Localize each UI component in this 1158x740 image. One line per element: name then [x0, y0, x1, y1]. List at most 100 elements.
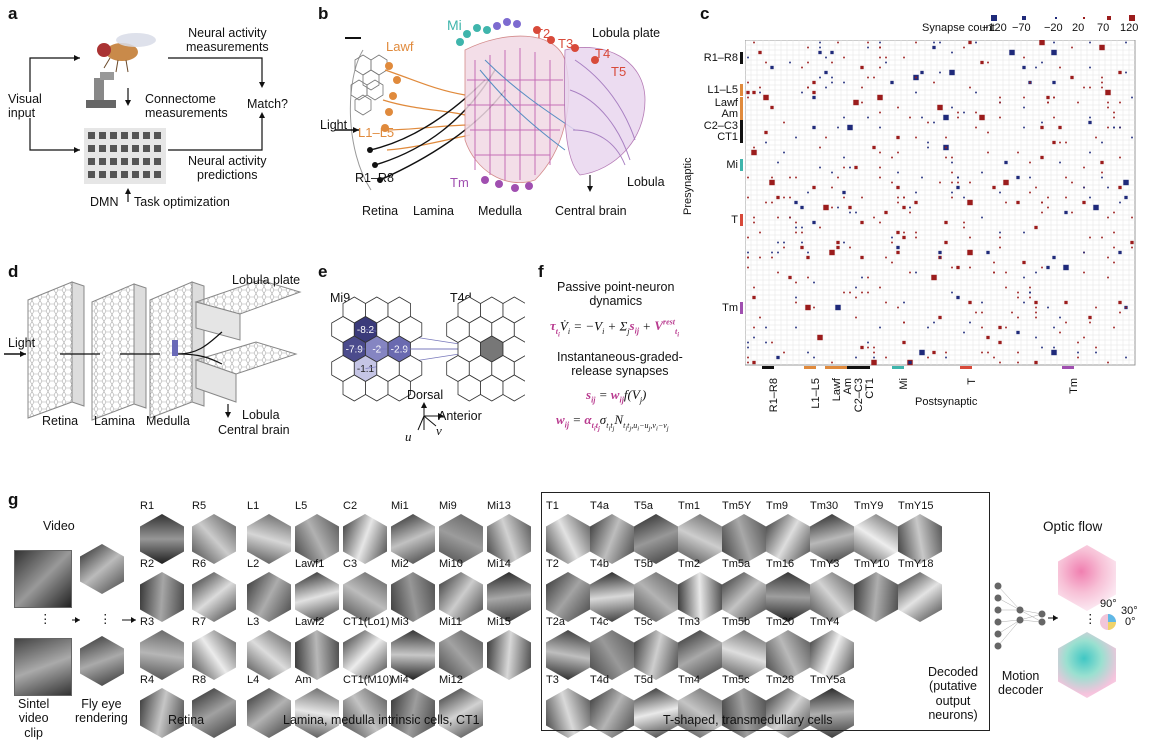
legend-swatch-0 — [991, 15, 997, 21]
matrix-cell — [1029, 81, 1031, 84]
matrix-cell — [896, 250, 900, 255]
matrix-cell — [963, 221, 965, 224]
matrix-cell — [879, 56, 881, 59]
matrix-cell — [861, 276, 863, 279]
cell-label: Mi12 — [439, 674, 463, 686]
panel-g-arrows — [72, 617, 136, 623]
matrix-cell — [963, 196, 965, 199]
matrix-cell — [1113, 261, 1115, 264]
matrix-cell — [753, 216, 755, 219]
matrix-cell — [855, 316, 857, 319]
matrix-cell — [999, 246, 1001, 249]
optic-flow-label: Optic flow — [1043, 519, 1103, 534]
matrix-cell — [915, 136, 917, 139]
matrix-cell — [903, 196, 905, 199]
matrix-cell — [891, 241, 893, 244]
optic-flow-frame-2 — [1058, 632, 1116, 698]
matrix-cell — [819, 76, 821, 79]
matrix-cell — [909, 116, 911, 119]
matrix-cell — [759, 256, 761, 259]
matrix-cell — [1077, 341, 1079, 344]
matrix-cell — [879, 176, 881, 179]
matrix-cell — [939, 71, 941, 74]
row-group-bar-2 — [740, 97, 743, 109]
matrix-cell — [969, 266, 971, 269]
matrix-cell — [987, 351, 989, 354]
matrix-cell — [854, 165, 858, 170]
matrix-cell — [933, 321, 935, 324]
lobula-label-d: Lobula — [242, 408, 280, 422]
row-group-bar-1 — [740, 84, 743, 96]
dorsal-label: Dorsal — [407, 388, 444, 402]
matrix-cell — [1089, 321, 1091, 324]
matrix-cell — [902, 205, 906, 210]
matrix-cell — [891, 236, 893, 239]
col-group-bar-3 — [836, 366, 848, 369]
cell-label: T1 — [546, 500, 559, 512]
matrix-cell — [801, 226, 803, 229]
cell-label: Tm16 — [766, 558, 795, 570]
cell-label: R8 — [192, 674, 207, 686]
matrix-cell — [1083, 166, 1085, 169]
matrix-cell — [747, 346, 749, 349]
matrix-cell — [945, 136, 947, 139]
matrix-cell — [801, 241, 803, 244]
matrix-cell — [927, 146, 929, 149]
matrix-cell — [979, 114, 985, 121]
matrix-cell — [805, 304, 811, 311]
matrix-cell — [986, 335, 990, 340]
matrix-cell — [873, 76, 875, 79]
matrix-cell — [956, 265, 960, 270]
matrix-cell — [1059, 161, 1061, 164]
matrix-cell — [1003, 179, 1009, 186]
cell-label: T2a — [546, 616, 565, 628]
row-group-bar-0 — [740, 52, 743, 64]
light-label-d: Light — [8, 336, 36, 350]
matrix-cell — [1017, 296, 1019, 299]
cell-activity-hex — [295, 572, 339, 622]
matrix-cell — [1004, 160, 1008, 165]
matrix-cell — [1118, 300, 1122, 305]
matrix-cell — [801, 91, 803, 94]
cell-label: L3 — [247, 616, 260, 628]
cell-activity-hex — [439, 572, 483, 622]
matrix-cell — [951, 156, 953, 159]
matrix-cell — [909, 206, 911, 209]
matrix-cell — [914, 200, 918, 205]
matrix-cell — [903, 321, 905, 324]
row-label-2: Lawf — [714, 97, 738, 109]
matrix-cell — [879, 151, 881, 154]
matrix-cell — [823, 204, 829, 211]
matrix-cell — [1083, 271, 1085, 274]
matrix-cell — [1051, 49, 1057, 56]
matrix-cell — [1023, 56, 1025, 59]
matrix-cell — [951, 291, 953, 294]
cell-label: CT1(M10) — [343, 674, 393, 686]
matrix-cell — [831, 171, 833, 174]
cell-activity-hex — [343, 630, 387, 680]
matrix-cell — [919, 349, 925, 356]
matrix-cell — [915, 236, 917, 239]
matrix-cell — [1089, 66, 1091, 69]
matrix-cell — [871, 359, 877, 366]
matrix-cell — [897, 196, 899, 199]
matrix-cell — [843, 81, 845, 84]
matrix-cell — [1107, 126, 1109, 129]
matrix-cell — [1105, 89, 1111, 96]
matrix-cell — [1005, 201, 1007, 204]
matrix-cell — [855, 286, 857, 289]
matrix-cell — [1041, 61, 1043, 64]
matrix-cell — [1017, 151, 1019, 154]
cell-label: Tm9 — [766, 500, 788, 512]
t3-label: T3 — [558, 36, 574, 51]
cell-activity-hex — [295, 514, 339, 564]
matrix-cell — [788, 275, 792, 280]
matrix-cell — [909, 271, 911, 274]
cell-label: Mi10 — [439, 558, 463, 570]
matrix-cell — [968, 40, 972, 45]
col-group-bar-2 — [825, 366, 837, 369]
matrix-cell — [801, 231, 803, 234]
cell-label: T5d — [634, 674, 653, 686]
matrix-cell — [1095, 306, 1097, 309]
lamina-label-d: Lamina — [94, 414, 135, 428]
